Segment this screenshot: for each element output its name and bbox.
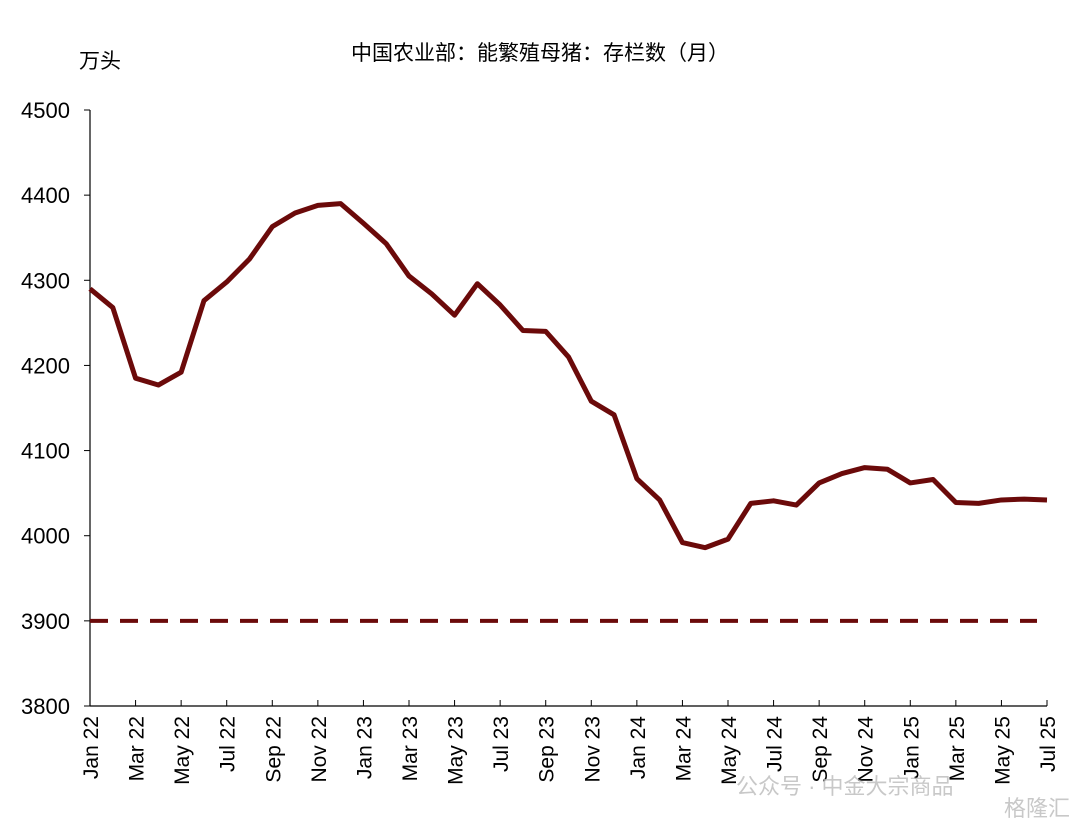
y-tick-label: 4500	[21, 98, 70, 123]
y-tick-label: 4100	[21, 439, 70, 464]
x-tick-label: Jul 25	[1037, 716, 1060, 772]
x-tick-label: Jan 23	[353, 716, 376, 779]
x-tick-label: May 23	[445, 716, 468, 785]
x-tick-label: Nov 22	[308, 716, 331, 783]
watermark: 公众号 · 中金大宗商品	[736, 774, 954, 799]
y-tick-label: 4400	[21, 183, 70, 208]
x-tick-label: Mar 25	[946, 716, 969, 781]
x-tick-label: Mar 24	[672, 716, 695, 782]
x-tick-label: Jul 24	[764, 716, 787, 772]
x-tick-label: Jan 25	[900, 716, 923, 779]
x-tick-label: Nov 24	[855, 716, 878, 783]
x-tick-label: Jul 23	[490, 716, 513, 772]
y-unit: 万头	[79, 50, 121, 73]
y-tick-label: 4300	[21, 268, 70, 293]
y-tick-label: 4000	[21, 524, 70, 549]
x-tick-label: May 22	[171, 716, 194, 785]
x-tick-label: Jul 22	[217, 716, 240, 772]
x-tick-label: Sep 22	[262, 716, 285, 783]
x-tick-label: Jan 24	[627, 716, 650, 779]
plot: 3800 3900 4000 4100 4200 4300 4400 4500 Jan 22 Ma…	[21, 98, 1060, 785]
x-tick-label: Sep 24	[809, 716, 832, 783]
x-tick-label: Mar 23	[399, 716, 422, 781]
series-line	[88, 201, 1048, 551]
x-tick-label: Sep 23	[536, 716, 559, 783]
watermark: 格隆汇	[1004, 796, 1070, 821]
y-tick-label: 3900	[21, 609, 70, 634]
chart-title: 中国农业部：能繁殖母猪：存栏数（月）	[351, 42, 729, 65]
x-tick-label: Jan 22	[80, 716, 103, 779]
x-tick-label: May 24	[718, 716, 741, 785]
x-tick-label: May 25	[991, 716, 1014, 785]
x-tick-label: Mar 22	[126, 716, 149, 781]
x-tick-label: Nov 23	[581, 716, 604, 783]
y-tick-label: 4200	[21, 353, 70, 378]
y-tick-label: 3800	[21, 694, 70, 719]
